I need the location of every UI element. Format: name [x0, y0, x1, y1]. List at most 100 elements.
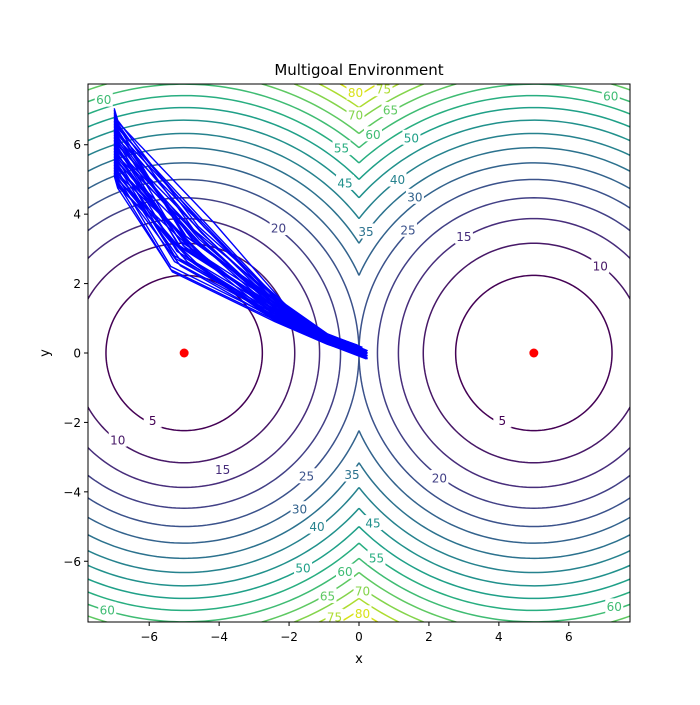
y-tick-label: 0: [73, 347, 81, 361]
contour-label-10-2: 10: [110, 433, 125, 447]
contour-label-bg: [363, 126, 382, 142]
contour-line-55: [88, 94, 630, 612]
contour-label-bg: [493, 412, 512, 428]
contour-label-bg: [336, 174, 355, 190]
y-tick-label: 2: [73, 277, 81, 291]
y-tick-label: 4: [73, 208, 81, 222]
x-tick-label: −6: [140, 630, 158, 644]
trajectory-17: [113, 134, 360, 350]
contour-label-30-11: 30: [292, 503, 307, 517]
contour-label-bg: [405, 188, 424, 204]
y-tick-label: −6: [63, 555, 81, 569]
contour-label-bg: [454, 228, 473, 244]
contour-label-bg: [343, 466, 362, 482]
trajectory-24: [113, 145, 363, 354]
contour-label-55-20: 55: [334, 142, 349, 156]
goal-marker-2: [529, 348, 539, 358]
contour-label-bg: [353, 605, 372, 621]
contour-line-35: [88, 146, 630, 560]
contour-label-bg: [601, 88, 620, 104]
contour-label-bg: [388, 171, 407, 187]
contour-label-bg: [356, 223, 375, 239]
contour-lines: [88, 84, 630, 622]
contour-label-60-25: 60: [337, 565, 352, 579]
contour-label-bg: [98, 601, 117, 617]
contour-label-60-23: 60: [365, 128, 380, 142]
contour-label-60-22: 60: [96, 93, 111, 107]
contour-label-80-35: 80: [355, 607, 370, 621]
contour-label-bg: [213, 461, 232, 477]
contour-label-30-10: 30: [407, 190, 422, 204]
contour-label-40-14: 40: [390, 173, 405, 187]
y-axis-ticks: −6 −4 −2 0 2 4 6: [63, 138, 88, 569]
contour-label-bg: [325, 608, 344, 624]
goal-marker-1: [179, 348, 189, 358]
contour-label-75-33: 75: [327, 610, 342, 624]
contour-line-45: [88, 119, 630, 587]
contour-line-10: [88, 242, 630, 464]
contour-label-bg: [143, 412, 162, 428]
contour-label-65-28: 65: [383, 104, 398, 118]
contour-label-70-31: 70: [355, 584, 370, 598]
contour-label-20-6: 20: [271, 222, 286, 236]
contour-line-50: [88, 106, 630, 600]
contour-label-bg: [353, 582, 372, 598]
y-axis-label: y: [38, 349, 53, 357]
contour-label-60-27: 60: [607, 600, 622, 614]
trajectory-bundle: [113, 108, 369, 360]
contour-label-bg: [605, 598, 624, 614]
contour-label-40-15: 40: [309, 520, 324, 534]
contour-label-50-19: 50: [295, 562, 310, 576]
contour-label-bg: [398, 221, 417, 237]
contour-labels: 5 510101515202025253030353540404545505055…: [94, 81, 624, 624]
contour-label-bg: [381, 102, 400, 118]
contour-label-bg: [332, 140, 351, 156]
contour-label-bg: [297, 468, 316, 484]
contour-label-35-13: 35: [344, 468, 359, 482]
contour-label-75-32: 75: [376, 83, 391, 97]
contour-label-bg: [290, 501, 309, 517]
contour-label-80-34: 80: [348, 86, 363, 100]
contour-line-20: [88, 197, 630, 509]
contour-label-bg: [430, 469, 449, 485]
contour-label-35-12: 35: [358, 225, 373, 239]
contour-label-bg: [367, 549, 386, 565]
contour-label-bg: [108, 431, 127, 447]
contour-label-bg: [346, 84, 365, 100]
contour-label-60-26: 60: [100, 603, 115, 617]
x-axis-ticks: −6 −4 −2 0 2 4 6: [140, 622, 573, 644]
contour-label-bg: [308, 518, 327, 534]
contour-label-bg: [363, 515, 382, 531]
contour-label-15-4: 15: [215, 463, 230, 477]
x-tick-label: 6: [565, 630, 573, 644]
contour-label-10-3: 10: [593, 260, 608, 274]
contour-label-bg: [294, 560, 313, 576]
contour-label-bg: [402, 129, 421, 145]
x-tick-label: 4: [495, 630, 503, 644]
contour-line-30: [88, 162, 630, 544]
contour-label-15-5: 15: [456, 230, 471, 244]
y-tick-label: 6: [73, 138, 81, 152]
contour-label-45-16: 45: [337, 176, 352, 190]
contour-label-bg: [94, 91, 113, 107]
x-tick-label: 2: [425, 630, 433, 644]
x-tick-label: −4: [210, 630, 228, 644]
x-tick-label: −2: [280, 630, 298, 644]
contour-label-bg: [346, 107, 365, 123]
contour-label-5-0: 5: [149, 414, 157, 428]
contour-label-bg: [336, 563, 355, 579]
contour-label-50-18: 50: [404, 131, 419, 145]
x-axis-label: x: [355, 652, 363, 667]
contour-label-25-9: 25: [299, 470, 314, 484]
contour-label-bg: [269, 220, 288, 236]
trajectory-43: [113, 175, 359, 356]
x-tick-label: 0: [355, 630, 363, 644]
contour-label-bg: [591, 258, 610, 274]
contour-label-45-17: 45: [365, 517, 380, 531]
contour-label-25-8: 25: [400, 223, 415, 237]
contour-label-60-24: 60: [603, 90, 618, 104]
y-tick-label: −2: [63, 416, 81, 430]
contour-label-70-30: 70: [348, 109, 363, 123]
